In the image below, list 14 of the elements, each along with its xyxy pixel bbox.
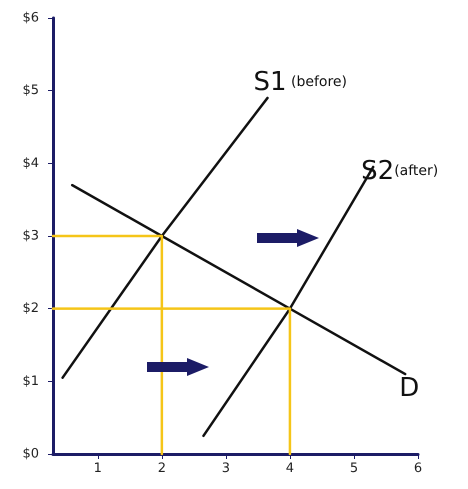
y-tick-label: $1 bbox=[22, 374, 39, 389]
x-tick-label: 4 bbox=[286, 461, 294, 476]
y-tick-label: $0 bbox=[22, 446, 39, 462]
series-label: D bbox=[399, 373, 420, 404]
x-tick-label: 5 bbox=[350, 461, 358, 476]
x-tick-label: 1 bbox=[94, 461, 102, 476]
y-tick-label: $5 bbox=[22, 83, 39, 98]
x-tick-label: 2 bbox=[158, 461, 166, 476]
y-tick-label: $6 bbox=[22, 10, 39, 26]
y-tick-label: $4 bbox=[22, 156, 39, 171]
x-tick-label: 6 bbox=[414, 461, 422, 476]
y-tick-label: $2 bbox=[22, 301, 39, 316]
y-tick-label: $3 bbox=[22, 228, 39, 244]
x-tick-label: 3 bbox=[222, 461, 230, 476]
